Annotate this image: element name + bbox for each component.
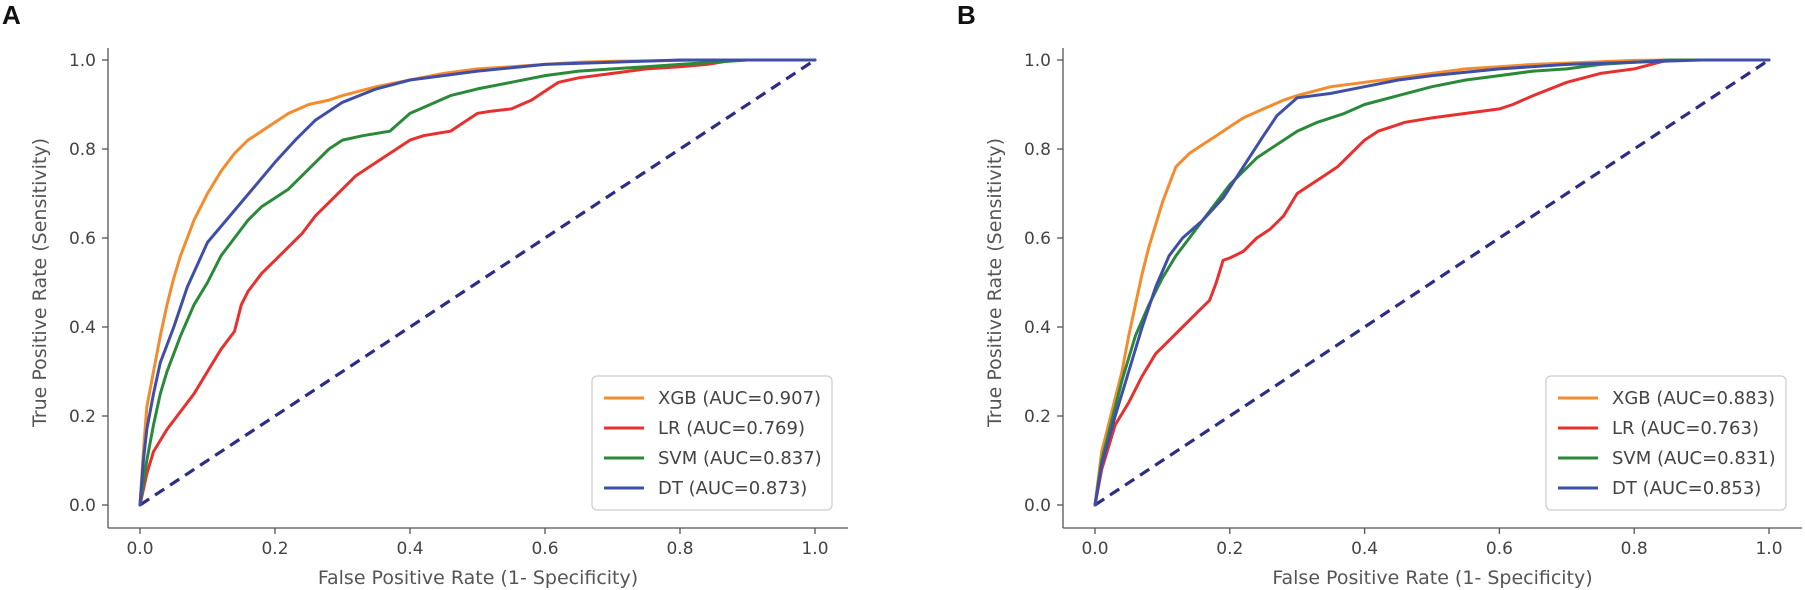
y-tick-label: 0.8 (1024, 140, 1051, 160)
y-tick-label: 0.0 (69, 496, 96, 516)
y-tick-label: 1.0 (69, 51, 96, 71)
series-line-xgb (1093, 58, 1771, 507)
series-line-svm (1093, 58, 1771, 507)
series-line-lr (1093, 58, 1771, 507)
x-tick-label: 0.0 (126, 539, 153, 559)
x-tick-label: 0.6 (1486, 539, 1513, 559)
chance-diagonal-line (139, 58, 816, 507)
legend-label-lr: LR (AUC=0.763) (1612, 418, 1759, 439)
legend-label-xgb: XGB (AUC=0.907) (658, 388, 821, 409)
series-line-dt (138, 58, 817, 507)
y-tick-label: 0.8 (69, 140, 96, 160)
x-tick-label: 1.0 (1755, 539, 1782, 559)
y-tick-label: 0.4 (1024, 318, 1051, 338)
x-tick-label: 0.0 (1081, 539, 1108, 559)
y-tick-label: 0.0 (1024, 496, 1051, 516)
y-tick-label: 0.2 (69, 407, 96, 427)
legend-label-svm: SVM (AUC=0.837) (658, 448, 822, 469)
roc-chart-a: 0.0 0.2 0.4 0.6 0.8 1.0 0.0 0.2 0.4 0.6 0.8 1.0 Fals… (29, 48, 848, 589)
legend-label-lr: LR (AUC=0.769) (658, 418, 805, 439)
x-tick-label: 0.2 (261, 539, 288, 559)
panel-label-a: A (2, 0, 21, 30)
panel-label-b: B (957, 0, 976, 30)
x-tick-label: 1.0 (801, 539, 828, 559)
x-tick-label: 0.6 (531, 539, 558, 559)
legend-label-xgb: XGB (AUC=0.883) (1612, 388, 1775, 409)
x-axis-label: False Positive Rate (1- Specificity) (1272, 567, 1592, 589)
x-tick-label: 0.8 (666, 539, 693, 559)
legend: XGB (AUC=0.883) LR (AUC=0.763) SVM (AUC=0.… (1545, 375, 1787, 511)
legend-box (591, 375, 833, 511)
x-tick-label: 0.4 (396, 539, 423, 559)
chance-diagonal-line (1094, 58, 1770, 507)
x-axis-label: False Positive Rate (1- Specificity) (318, 567, 638, 589)
legend: XGB (AUC=0.907) LR (AUC=0.769) SVM (AUC=0.… (591, 375, 833, 511)
legend-label-dt: DT (AUC=0.853) (1612, 478, 1761, 499)
series-line-lr (138, 58, 817, 507)
legend-box (1545, 375, 1787, 511)
y-tick-label: 0.6 (69, 229, 96, 249)
roc-chart-b: 0.0 0.2 0.4 0.6 0.8 1.0 0.0 0.2 0.4 0.6 0.8 1.0 Fals… (984, 48, 1802, 589)
series-line-dt (1093, 58, 1771, 507)
x-tick-label: 0.4 (1351, 539, 1378, 559)
series-line-svm (138, 58, 817, 507)
y-tick-label: 0.6 (1024, 229, 1051, 249)
legend-label-svm: SVM (AUC=0.831) (1612, 448, 1776, 469)
y-tick-label: 1.0 (1024, 51, 1051, 71)
legend-label-dt: DT (AUC=0.873) (658, 478, 807, 499)
y-axis-label: True Positive Rate (Sensitivity) (29, 138, 51, 428)
y-tick-label: 0.2 (1024, 407, 1051, 427)
x-tick-label: 0.8 (1621, 539, 1648, 559)
y-axis-label: True Positive Rate (Sensitivity) (984, 138, 1006, 428)
x-tick-label: 0.2 (1216, 539, 1243, 559)
y-tick-label: 0.4 (69, 318, 96, 338)
